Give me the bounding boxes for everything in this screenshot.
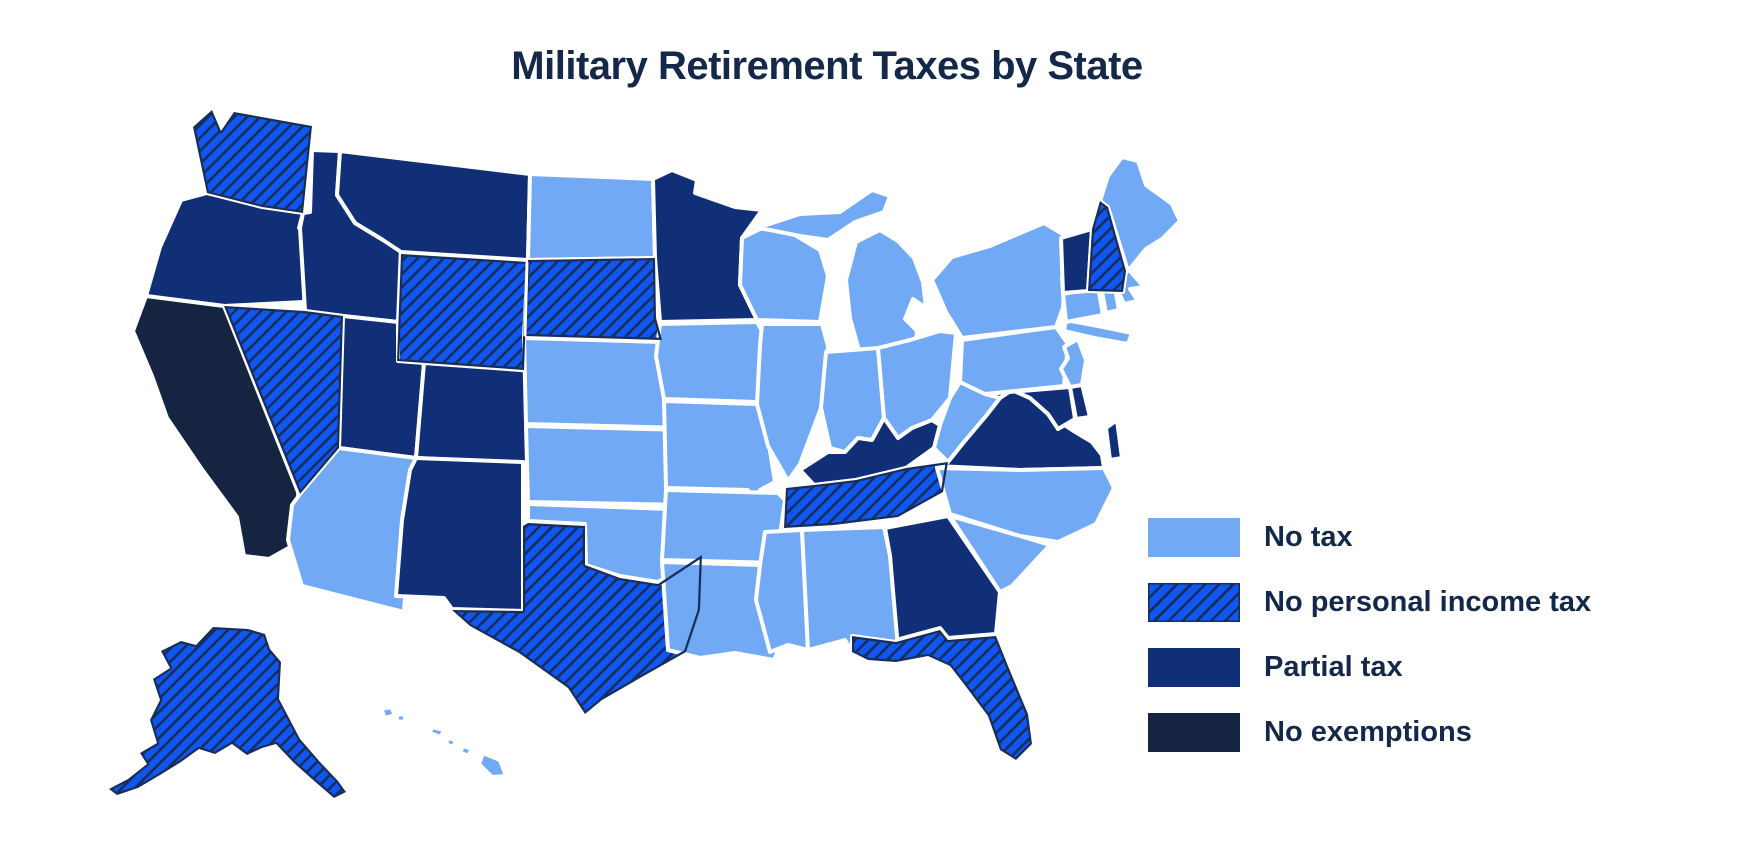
state-north-dakota <box>526 172 657 262</box>
state-iowa <box>654 320 774 404</box>
state-south-dakota <box>522 256 664 342</box>
legend-swatch-partial-tax <box>1148 648 1240 687</box>
state-hawaii-niihau <box>379 705 397 720</box>
state-hawaii-big-island <box>477 751 508 779</box>
state-hawaii-kauai <box>394 712 408 724</box>
legend-label-no-tax: No tax <box>1264 521 1353 553</box>
state-michigan-upper-peninsula <box>755 188 892 242</box>
state-hawaii-oahu <box>428 725 446 739</box>
legend-row-no-tax: No tax <box>1148 518 1591 557</box>
state-illinois <box>755 322 830 483</box>
state-new-york <box>930 221 1068 340</box>
legend-row-no-exemptions: No exemptions <box>1148 713 1591 752</box>
state-delaware <box>1068 382 1092 421</box>
legend-row-partial-tax: Partial tax <box>1148 648 1591 687</box>
state-new-mexico <box>394 456 525 613</box>
legend-label-partial-tax: Partial tax <box>1264 651 1403 683</box>
legend-swatch-no-exemptions <box>1148 713 1240 752</box>
state-michigan <box>844 228 928 358</box>
page-title: Military Retirement Taxes by State <box>511 44 1143 88</box>
legend: No tax No personal income tax Partial ta… <box>1148 518 1591 778</box>
state-new-jersey <box>1059 337 1088 389</box>
state-wyoming <box>395 252 530 372</box>
state-wy-inset-outline <box>397 254 528 370</box>
legend-swatch-no-tax <box>1148 518 1240 557</box>
state-virginia-eastern-shore <box>1104 418 1124 462</box>
state-tn-inset-outline <box>784 462 948 528</box>
legend-label-no-personal-income-tax: No personal income tax <box>1264 586 1592 618</box>
state-alaska <box>107 625 348 800</box>
legend-label-no-exemptions: No exemptions <box>1264 716 1472 748</box>
state-florida <box>850 628 1034 762</box>
state-maine <box>1098 155 1182 273</box>
wyoming-south-dakota-border-seam <box>523 261 529 337</box>
state-mississippi <box>754 528 810 654</box>
state-new-york-long-island <box>1062 318 1134 346</box>
state-minnesota <box>651 168 764 324</box>
legend-row-no-personal-income-tax: No personal income tax <box>1148 583 1591 622</box>
legend-swatch-no-personal-income-tax <box>1148 583 1240 622</box>
states-layer <box>107 108 1182 800</box>
state-hawaii-molokai <box>444 736 458 749</box>
state-hawaii-maui <box>458 744 474 758</box>
